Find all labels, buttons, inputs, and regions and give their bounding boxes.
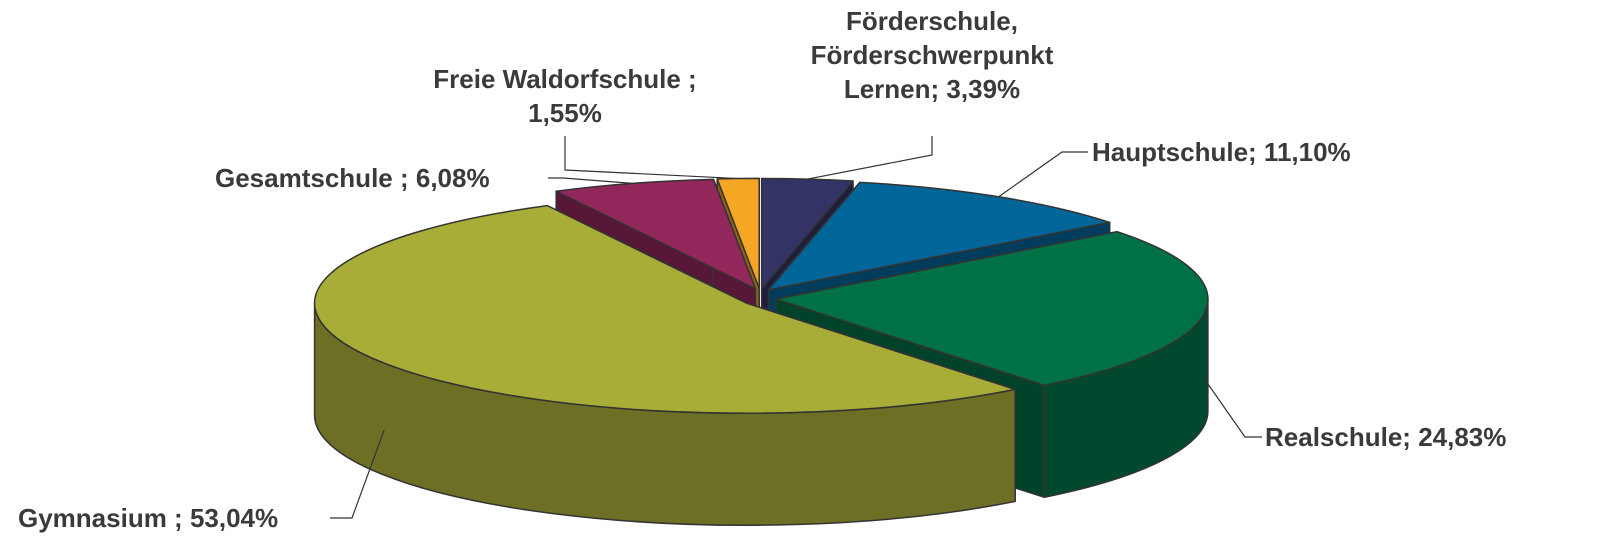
slice-label: Gymnasium ; 53,04% — [18, 501, 348, 535]
slice-label: Freie Waldorfschule ; 1,55% — [400, 62, 730, 130]
category-label: Förderschule, Förderschwerpunkt Lernen; — [810, 6, 1054, 104]
category-label: Gesamtschule ; — [215, 163, 409, 193]
value-label: 24,83% — [1418, 422, 1507, 452]
leader-line — [548, 177, 633, 184]
value-label: 53,04% — [189, 503, 279, 533]
slice-label: Gesamtschule ; 6,08% — [215, 161, 555, 195]
slice-label: Förderschule, Förderschwerpunkt Lernen; … — [782, 4, 1082, 106]
value-label: 1,55% — [528, 98, 602, 128]
category-label: Freie Waldorfschule ; — [433, 64, 697, 94]
slice — [313, 204, 1016, 414]
leader-line — [564, 136, 739, 180]
slice-label: Hauptschule; 11,10% — [1092, 135, 1422, 169]
category-label: Hauptschule; — [1092, 137, 1257, 167]
value-label: 11,10% — [1263, 137, 1351, 167]
leader-line — [998, 151, 1088, 198]
category-label: Realschule; — [1265, 422, 1411, 452]
leader-line — [807, 136, 933, 180]
leader-line — [1204, 379, 1262, 438]
leader-line — [330, 430, 385, 519]
category-label: Gymnasium ; — [18, 503, 183, 533]
slice-label: Realschule; 24,83% — [1265, 420, 1595, 454]
value-label: 6,08% — [415, 163, 490, 193]
slice — [775, 230, 1209, 387]
value-label: 3,39% — [946, 74, 1021, 104]
